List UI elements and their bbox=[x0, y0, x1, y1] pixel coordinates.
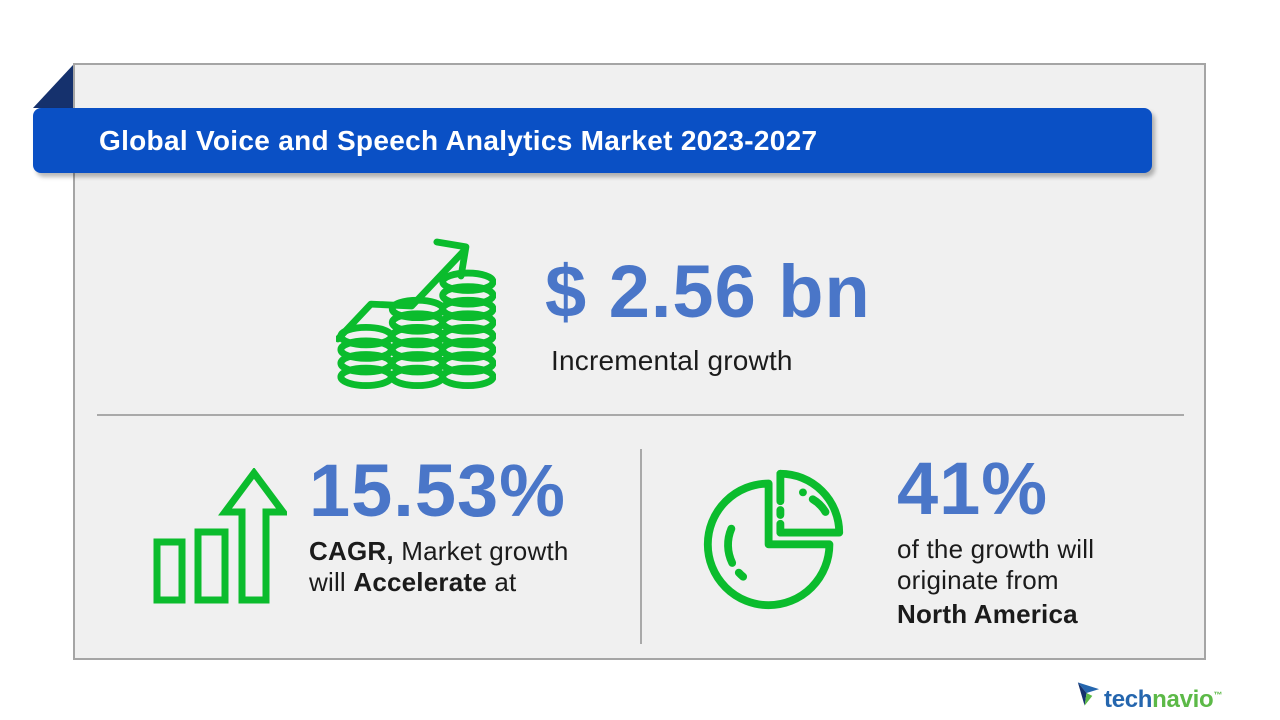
coin-stack-large bbox=[439, 269, 496, 389]
logo-text-navio: navio bbox=[1152, 686, 1214, 713]
cagr-description: CAGR, Market growth will Accelerate at bbox=[309, 536, 569, 598]
logo-text-tech: tech bbox=[1104, 686, 1153, 713]
page-title: Global Voice and Speech Analytics Market… bbox=[99, 124, 818, 156]
regional-growth-value: 41% bbox=[897, 447, 1049, 530]
cagr-description-line2: will Accelerate at bbox=[309, 567, 569, 598]
region-name: North America bbox=[897, 599, 1078, 629]
incremental-growth-value: $ 2.56 bn bbox=[545, 250, 871, 333]
technavio-logo-icon bbox=[1077, 682, 1100, 706]
trademark-symbol: ™ bbox=[1213, 690, 1223, 700]
vertical-divider bbox=[640, 449, 642, 644]
cagr-line2-pre: will bbox=[309, 567, 354, 597]
title-banner: Global Voice and Speech Analytics Market… bbox=[33, 108, 1152, 173]
incremental-growth-label: Incremental growth bbox=[551, 345, 793, 376]
incremental-growth-block: $ 2.56 bn Incremental growth bbox=[545, 252, 871, 377]
coin-stack-medium bbox=[388, 296, 447, 389]
cagr-label-bold: CAGR, bbox=[309, 536, 394, 566]
cagr-line2-bold: Accelerate bbox=[353, 567, 487, 597]
cagr-value: 15.53% bbox=[309, 449, 566, 532]
coins-growth-icon bbox=[336, 238, 496, 389]
regional-growth-block: 41% of the growth will originate from No… bbox=[897, 449, 1094, 630]
pie-chart-icon bbox=[703, 469, 844, 610]
regional-growth-line1: of the growth will bbox=[897, 534, 1095, 564]
horizontal-divider bbox=[97, 414, 1184, 416]
cagr-description-line1: CAGR, Market growth bbox=[309, 536, 569, 567]
technavio-logo: technavio™ bbox=[1074, 680, 1222, 715]
technavio-logo-text: technavio™ bbox=[1104, 680, 1222, 715]
coin-stack-small bbox=[337, 323, 395, 389]
cagr-label-rest: Market growth bbox=[393, 536, 569, 566]
bar-chart-up-arrow-icon bbox=[153, 468, 287, 604]
banner-fold-triangle bbox=[33, 65, 73, 108]
cagr-line2-post: at bbox=[486, 567, 517, 597]
cagr-block: 15.53% CAGR, Market growth will Accelera… bbox=[309, 451, 569, 598]
regional-growth-line2: originate from bbox=[897, 565, 1059, 595]
regional-growth-description: of the growth will originate from North … bbox=[897, 534, 1094, 630]
